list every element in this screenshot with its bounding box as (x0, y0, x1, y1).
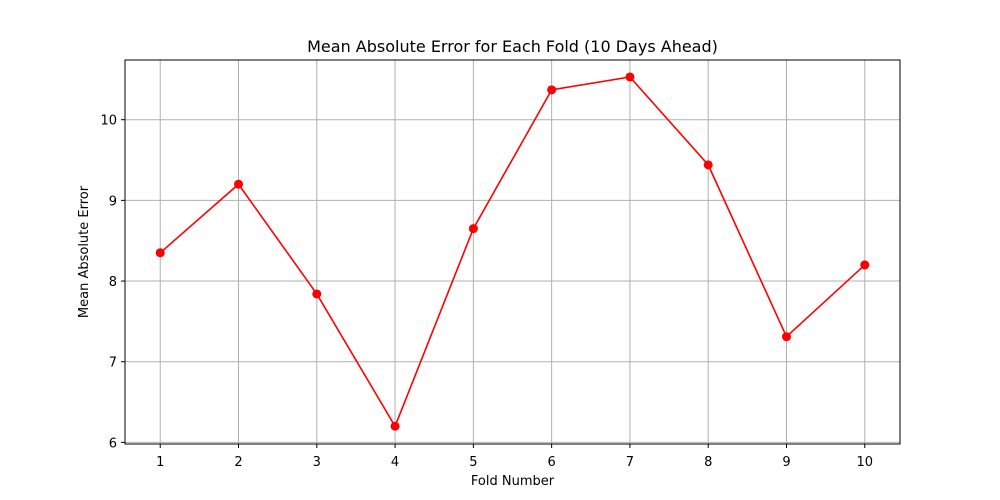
y-tick-label: 8 (109, 275, 117, 290)
y-axis-label: Mean Absolute Error (77, 185, 92, 318)
data-point (860, 260, 870, 270)
data-point (234, 179, 244, 189)
chart-title: Mean Absolute Error for Each Fold (10 Da… (307, 37, 718, 56)
data-point (547, 85, 557, 95)
data-point (468, 224, 478, 234)
x-axis-label: Fold Number (471, 474, 555, 489)
x-tick-label: 1 (156, 455, 164, 470)
data-point (781, 332, 791, 342)
y-ticks: 6 7 8 9 10 (100, 114, 125, 451)
x-tick-label: 9 (782, 455, 790, 470)
data-point (703, 160, 713, 170)
y-tick-label: 10 (100, 114, 117, 129)
x-tick-label: 8 (704, 455, 712, 470)
series-layer (155, 72, 870, 431)
x-tick-label: 3 (313, 455, 321, 470)
data-point (155, 248, 165, 258)
x-ticks: 1 2 3 4 5 6 7 8 9 10 (156, 444, 873, 470)
x-tick-label: 10 (856, 455, 873, 470)
data-point (625, 72, 635, 82)
grid-layer (125, 60, 900, 444)
data-point (390, 421, 400, 431)
series-line (159, 76, 866, 429)
x-tick-label: 7 (626, 455, 634, 470)
x-tick-label: 4 (391, 455, 399, 470)
x-tick-label: 5 (469, 455, 477, 470)
x-tick-label: 2 (234, 455, 242, 470)
x-tick-label: 6 (548, 455, 556, 470)
data-point (312, 289, 322, 299)
y-tick-label: 9 (109, 194, 117, 209)
plot-frame (124, 59, 901, 445)
y-tick-label: 7 (109, 356, 117, 371)
y-tick-label: 6 (109, 436, 117, 451)
